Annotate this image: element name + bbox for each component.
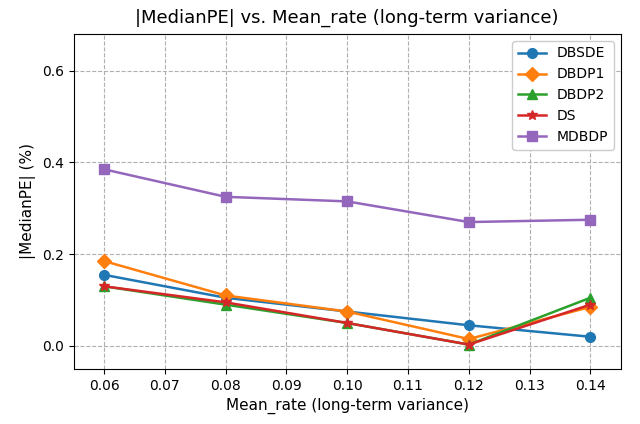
DBDP2	[222, 302, 230, 307]
Legend: DBSDE, DBDP1, DBDP2, DS, MDBDP: DBSDE, DBDP1, DBDP2, DS, MDBDP	[513, 41, 614, 150]
DS	[222, 300, 230, 305]
Line: DS: DS	[99, 282, 595, 349]
DS	[587, 302, 595, 307]
Line: DBDP1: DBDP1	[99, 256, 595, 344]
DBDP1	[222, 293, 230, 298]
MDBDP	[587, 217, 595, 222]
DBDP2	[343, 321, 351, 326]
Title: |MedianPE| vs. Mean_rate (long-term variance): |MedianPE| vs. Mean_rate (long-term vari…	[136, 9, 559, 27]
MDBDP	[100, 167, 108, 172]
MDBDP	[343, 199, 351, 204]
DS	[100, 284, 108, 289]
DBDP2	[100, 284, 108, 289]
MDBDP	[465, 220, 472, 225]
Y-axis label: |MedianPE| (%): |MedianPE| (%)	[20, 143, 36, 259]
X-axis label: Mean_rate (long-term variance): Mean_rate (long-term variance)	[226, 398, 468, 414]
DBDP1	[587, 304, 595, 310]
Line: DBSDE: DBSDE	[99, 270, 595, 342]
DBSDE	[100, 272, 108, 277]
Line: MDBDP: MDBDP	[99, 165, 595, 227]
DBSDE	[222, 295, 230, 300]
DBDP1	[465, 337, 472, 342]
DBDP2	[465, 342, 472, 347]
Line: DBDP2: DBDP2	[99, 282, 595, 349]
DBDP2	[587, 295, 595, 300]
DS	[343, 321, 351, 326]
MDBDP	[222, 194, 230, 199]
DBSDE	[343, 309, 351, 314]
DS	[465, 342, 472, 347]
DBDP1	[100, 259, 108, 264]
DBSDE	[587, 334, 595, 339]
DBSDE	[465, 323, 472, 328]
DBDP1	[343, 309, 351, 314]
